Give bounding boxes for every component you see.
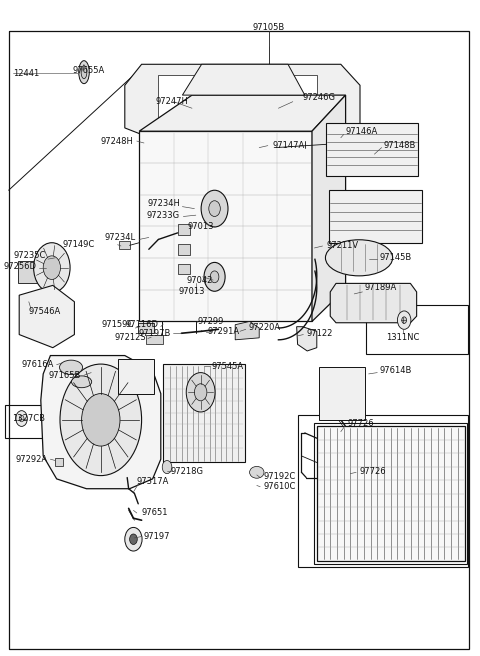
Bar <box>178 264 190 274</box>
Text: 97145B: 97145B <box>379 253 411 262</box>
Text: 97189A: 97189A <box>365 283 397 292</box>
Circle shape <box>34 243 70 293</box>
Text: 97546A: 97546A <box>29 307 61 316</box>
Text: 97159C: 97159C <box>101 320 133 329</box>
Text: 97317A: 97317A <box>137 477 169 486</box>
Circle shape <box>194 384 207 401</box>
Polygon shape <box>312 95 346 321</box>
Text: 97292A: 97292A <box>16 455 48 464</box>
Text: 97726: 97726 <box>348 419 374 428</box>
Text: 97197B: 97197B <box>138 329 170 338</box>
Bar <box>5 405 43 438</box>
Circle shape <box>210 271 219 283</box>
Ellipse shape <box>79 60 89 83</box>
Text: 97256D: 97256D <box>3 262 36 271</box>
Bar <box>314 423 467 564</box>
Text: 97299: 97299 <box>198 317 224 326</box>
Text: 97234H: 97234H <box>147 199 180 208</box>
Polygon shape <box>326 123 418 176</box>
Polygon shape <box>139 131 312 321</box>
Text: 97013: 97013 <box>187 222 214 232</box>
Text: 97655A: 97655A <box>72 66 105 75</box>
Text: 97165B: 97165B <box>48 371 81 380</box>
Ellipse shape <box>72 376 92 388</box>
Circle shape <box>397 311 411 329</box>
Text: 97234L: 97234L <box>105 233 136 242</box>
Ellipse shape <box>81 66 87 79</box>
Bar <box>163 364 245 462</box>
Text: 97211V: 97211V <box>326 241 359 251</box>
Bar <box>118 359 154 394</box>
Circle shape <box>19 415 24 422</box>
Circle shape <box>60 364 142 476</box>
Polygon shape <box>329 190 422 243</box>
Text: 1311NC: 1311NC <box>386 333 420 342</box>
Circle shape <box>186 373 215 412</box>
Text: 12441: 12441 <box>13 69 40 78</box>
Text: 97726: 97726 <box>359 466 385 476</box>
Text: 97212S: 97212S <box>115 333 146 342</box>
Bar <box>274 75 317 126</box>
Polygon shape <box>139 95 346 131</box>
Bar <box>216 75 259 126</box>
Text: 97233G: 97233G <box>147 211 180 220</box>
Text: 97235C: 97235C <box>13 251 46 260</box>
Polygon shape <box>330 283 417 323</box>
Text: 97116D: 97116D <box>125 319 158 329</box>
Bar <box>298 415 468 567</box>
Text: 97616A: 97616A <box>22 360 54 369</box>
Text: 97246G: 97246G <box>302 92 336 102</box>
Circle shape <box>201 190 228 227</box>
Polygon shape <box>125 64 360 134</box>
Bar <box>178 224 190 235</box>
Text: 97218G: 97218G <box>170 466 204 476</box>
Text: 97545A: 97545A <box>211 361 243 371</box>
Bar <box>18 261 41 283</box>
Circle shape <box>162 461 172 474</box>
Text: 97651: 97651 <box>142 508 168 518</box>
Polygon shape <box>41 356 161 489</box>
Bar <box>366 305 468 354</box>
Bar <box>119 241 130 249</box>
Circle shape <box>402 317 407 323</box>
Circle shape <box>43 256 60 279</box>
Ellipse shape <box>60 360 83 375</box>
Bar <box>317 426 465 561</box>
Bar <box>55 458 63 466</box>
Text: 97248H: 97248H <box>101 136 133 146</box>
Ellipse shape <box>250 466 264 478</box>
Text: 97147A: 97147A <box>272 141 304 150</box>
Text: 97013: 97013 <box>178 287 204 296</box>
Text: 97610C: 97610C <box>263 482 295 491</box>
Text: 97105B: 97105B <box>252 23 285 32</box>
Bar <box>178 244 190 255</box>
Circle shape <box>204 262 225 291</box>
Polygon shape <box>19 285 74 348</box>
Text: 97042: 97042 <box>186 276 213 285</box>
Bar <box>146 335 163 344</box>
Circle shape <box>82 394 120 446</box>
Text: 97291A: 97291A <box>207 327 240 336</box>
Text: 97197: 97197 <box>143 532 169 541</box>
Text: 97192C: 97192C <box>263 472 295 481</box>
Text: 97220A: 97220A <box>249 323 281 333</box>
Text: 97146A: 97146A <box>346 127 378 136</box>
Circle shape <box>130 534 137 544</box>
Polygon shape <box>235 321 259 340</box>
Text: 97614B: 97614B <box>379 366 411 375</box>
Text: 97149C: 97149C <box>62 240 95 249</box>
Bar <box>138 323 154 333</box>
Text: 97148B: 97148B <box>384 141 416 150</box>
Circle shape <box>125 527 142 551</box>
Bar <box>158 75 202 126</box>
Ellipse shape <box>325 239 393 276</box>
Polygon shape <box>182 64 305 95</box>
Circle shape <box>16 411 27 426</box>
Circle shape <box>209 201 220 216</box>
Text: 97247H: 97247H <box>156 97 188 106</box>
Text: 97122: 97122 <box>306 329 333 338</box>
Polygon shape <box>297 327 317 351</box>
Bar <box>319 367 365 420</box>
Text: 1327CB: 1327CB <box>12 414 45 423</box>
